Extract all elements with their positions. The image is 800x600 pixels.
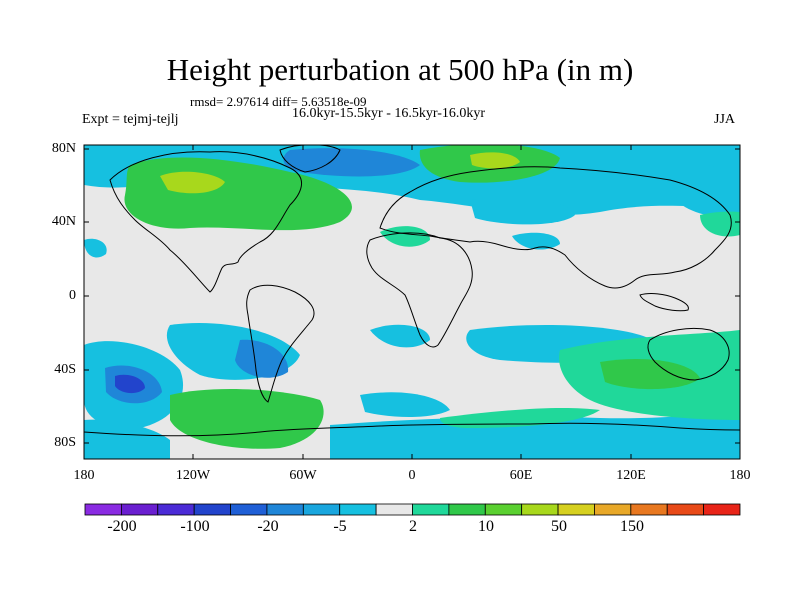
europe-cyan	[470, 198, 575, 225]
south-pacific-green	[170, 388, 324, 449]
colorbar-box	[666, 503, 705, 516]
pacific-tropical-cyan	[84, 238, 107, 258]
colorbar-box	[339, 503, 377, 516]
middle-east-cyan	[512, 232, 560, 250]
colorbar-box	[521, 503, 559, 516]
lat-label-80s: 80S	[54, 435, 76, 450]
colorbar-box	[375, 503, 413, 516]
colorbar-box	[230, 503, 268, 516]
colorbar-box	[557, 503, 595, 516]
lat-label-0: 0	[69, 288, 76, 303]
stats-line: rmsd= 2.97614 diff= 5.63518e-09	[190, 94, 367, 109]
colorbar-box	[594, 503, 632, 516]
lat-label-40n: 40N	[51, 214, 76, 229]
south-pacific-blue	[235, 339, 289, 378]
south-atlantic-cyan	[370, 324, 430, 348]
greenland-coast	[279, 145, 341, 173]
season-label: JJA	[714, 112, 736, 127]
colorbar-box	[157, 503, 195, 516]
field-layer	[84, 145, 740, 459]
lon-label-60e: 60E	[509, 468, 533, 483]
north-america-yellow	[160, 171, 225, 194]
experiment-label: Expt = tejmj-tejlj	[82, 112, 179, 127]
colorbar-box	[703, 503, 741, 516]
lon-label-0: 0	[408, 468, 416, 483]
colorbar	[84, 503, 741, 516]
lat-label-40s: 40S	[54, 362, 76, 377]
lon-label-120w: 120W	[175, 468, 211, 483]
indonesia-coast	[639, 293, 689, 312]
colorbar-box	[484, 503, 523, 516]
south-america-coast	[246, 284, 315, 403]
lat-label-80n: 80N	[51, 141, 76, 156]
australia-coast	[647, 327, 730, 381]
arctic-cyan-band	[84, 145, 740, 216]
southern-ocean-cyan	[330, 410, 740, 459]
period-line: 16.0kyr-15.5kyr - 16.5kyr-16.0kyr	[292, 106, 486, 121]
colorbar-label-7: 50	[551, 518, 567, 535]
coastlines	[84, 145, 740, 437]
antarctic-teal	[440, 407, 600, 428]
colorbar-label-5: 2	[409, 518, 417, 535]
east-asia-cyan	[670, 163, 740, 218]
colorbar-box	[266, 503, 304, 516]
lon-label-180w: 180	[73, 468, 95, 483]
south-atlantic-cyan-belt	[360, 392, 450, 417]
colorbar-box	[120, 503, 159, 516]
colorbar-label-1: -200	[107, 518, 137, 535]
lon-label-180e: 180	[729, 468, 751, 483]
colorbar-box	[448, 503, 486, 516]
colorbar-label-4: -5	[333, 518, 347, 535]
colorbar-label-8: 150	[620, 518, 644, 535]
eurasia-coast	[379, 166, 732, 289]
colorbar-label-3: -20	[257, 518, 279, 535]
drake-cyan	[84, 419, 170, 459]
lon-label-120e: 120E	[616, 468, 646, 483]
antarctica-coast	[84, 422, 740, 437]
map-title: Height perturbation at 500 hPa (in m)	[166, 52, 634, 87]
indian-southern-green	[600, 358, 700, 390]
axis-ticks	[83, 145, 741, 459]
south-pacific-deep-blue	[115, 374, 145, 394]
colorbar-box	[302, 503, 341, 516]
colorbar-box	[412, 503, 450, 516]
north-america-coast	[109, 151, 302, 293]
africa-coast	[366, 232, 473, 348]
colorbar-label-2: -100	[180, 518, 210, 535]
colorbar-box	[84, 503, 122, 516]
colorbar-box	[630, 503, 668, 516]
eurasia-yellow	[470, 152, 520, 169]
colorbar-box	[193, 503, 231, 516]
lon-label-60w: 60W	[289, 468, 317, 483]
colorbar-label-6: 10	[478, 518, 494, 535]
